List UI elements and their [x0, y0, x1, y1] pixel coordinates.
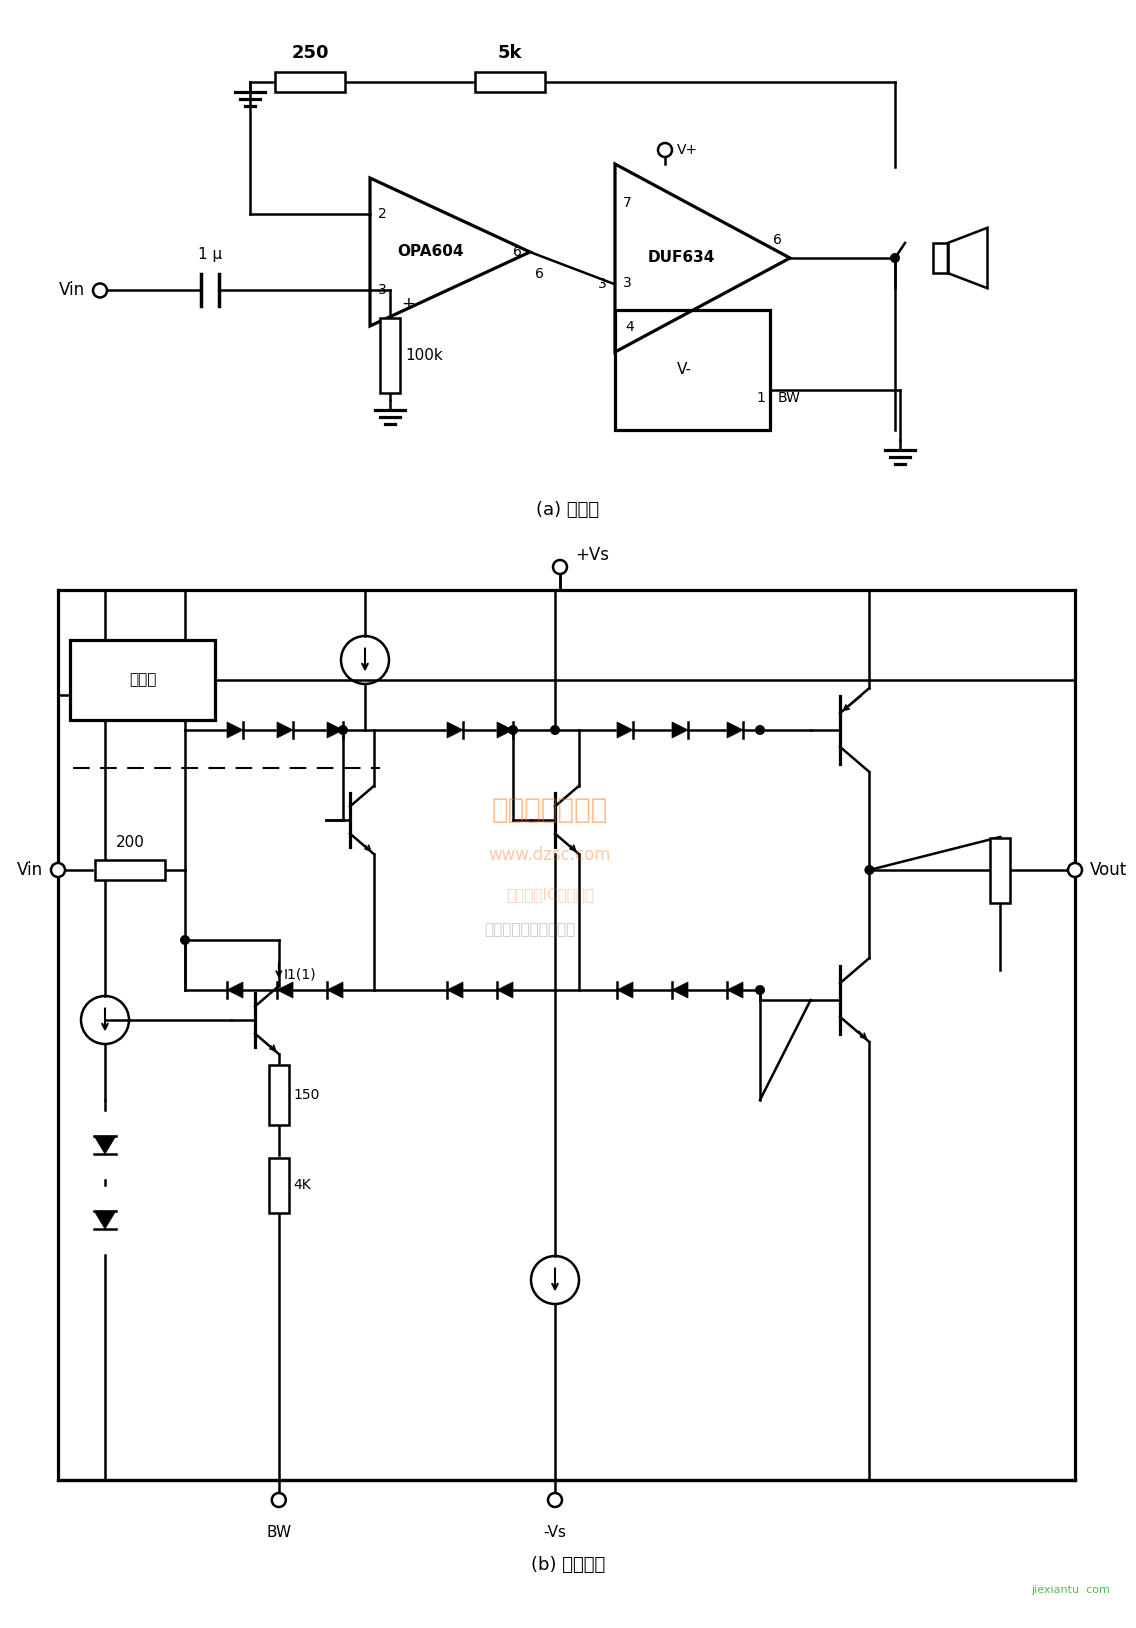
Bar [95, 860, 165, 881]
Text: 200: 200 [116, 835, 144, 850]
Circle shape [889, 252, 900, 264]
Text: 3: 3 [623, 277, 632, 290]
Text: +: + [401, 295, 415, 313]
Text: 6: 6 [513, 244, 523, 259]
Text: 250: 250 [291, 44, 328, 62]
Text: I1(1): I1(1) [284, 969, 317, 982]
Text: +Vs: +Vs [575, 545, 609, 563]
Circle shape [548, 1493, 562, 1508]
Polygon shape [277, 982, 293, 998]
Circle shape [272, 1493, 286, 1508]
Bar [381, 317, 400, 392]
Polygon shape [617, 982, 633, 998]
Polygon shape [498, 982, 513, 998]
Bar [615, 309, 770, 430]
Polygon shape [673, 982, 688, 998]
Text: 热关断: 热关断 [128, 672, 156, 687]
Circle shape [1068, 863, 1081, 877]
Bar [70, 640, 215, 720]
Circle shape [550, 724, 560, 734]
Text: 1: 1 [757, 391, 765, 405]
Circle shape [179, 934, 190, 944]
Text: 1 μ: 1 μ [198, 247, 222, 262]
Text: 3: 3 [378, 283, 386, 296]
Polygon shape [498, 721, 513, 737]
Circle shape [51, 863, 65, 877]
Text: BW: BW [778, 391, 801, 405]
Circle shape [93, 283, 107, 298]
Circle shape [864, 864, 875, 874]
Bar [269, 1065, 289, 1125]
Text: 杭州择睿科技有限公司: 杭州择睿科技有限公司 [484, 923, 576, 938]
Polygon shape [727, 982, 743, 998]
Text: (a) 原理图: (a) 原理图 [536, 501, 600, 519]
Text: 6: 6 [535, 267, 544, 282]
Text: OPA604: OPA604 [398, 244, 463, 259]
Text: -Vs: -Vs [543, 1525, 567, 1540]
Circle shape [658, 143, 673, 156]
Bar [475, 72, 545, 93]
Bar [933, 243, 947, 274]
Text: 6: 6 [774, 233, 782, 247]
Polygon shape [94, 1211, 116, 1229]
Text: 4K: 4K [294, 1179, 311, 1192]
Text: Vout: Vout [1091, 861, 1127, 879]
Polygon shape [446, 721, 463, 737]
Polygon shape [227, 721, 243, 737]
Bar [269, 1158, 289, 1213]
Text: V+: V+ [677, 143, 699, 156]
Text: 维库电子市场网: 维库电子市场网 [492, 796, 608, 824]
Bar [275, 72, 345, 93]
Polygon shape [727, 721, 743, 737]
Text: 4: 4 [625, 321, 634, 334]
Text: (b) 内部结构: (b) 内部结构 [531, 1556, 605, 1574]
Polygon shape [94, 1136, 116, 1154]
Text: BW: BW [266, 1525, 291, 1540]
Polygon shape [327, 982, 343, 998]
Circle shape [553, 560, 567, 575]
Text: 5k: 5k [498, 44, 523, 62]
Text: DUF634: DUF634 [648, 251, 716, 265]
Circle shape [339, 724, 348, 734]
Polygon shape [673, 721, 688, 737]
Polygon shape [617, 721, 633, 737]
Polygon shape [327, 721, 343, 737]
Text: Vin: Vin [17, 861, 43, 879]
Text: 7: 7 [623, 195, 632, 210]
Polygon shape [227, 982, 243, 998]
Text: Vin: Vin [59, 282, 85, 300]
Text: V-: V- [677, 363, 692, 378]
Circle shape [755, 724, 765, 734]
Text: 150: 150 [294, 1088, 320, 1102]
Text: www.dzsc.com: www.dzsc.com [488, 847, 611, 864]
Polygon shape [446, 982, 463, 998]
Circle shape [508, 724, 518, 734]
Text: 3: 3 [599, 277, 607, 291]
Circle shape [755, 985, 765, 995]
Text: 100k: 100k [406, 348, 443, 363]
Bar [989, 837, 1010, 902]
Text: 全球最大IC采购网站: 全球最大IC采购网站 [506, 887, 594, 902]
Text: 2: 2 [378, 207, 386, 221]
Polygon shape [277, 721, 293, 737]
Text: jiexiantu  com: jiexiantu com [1031, 1586, 1110, 1595]
